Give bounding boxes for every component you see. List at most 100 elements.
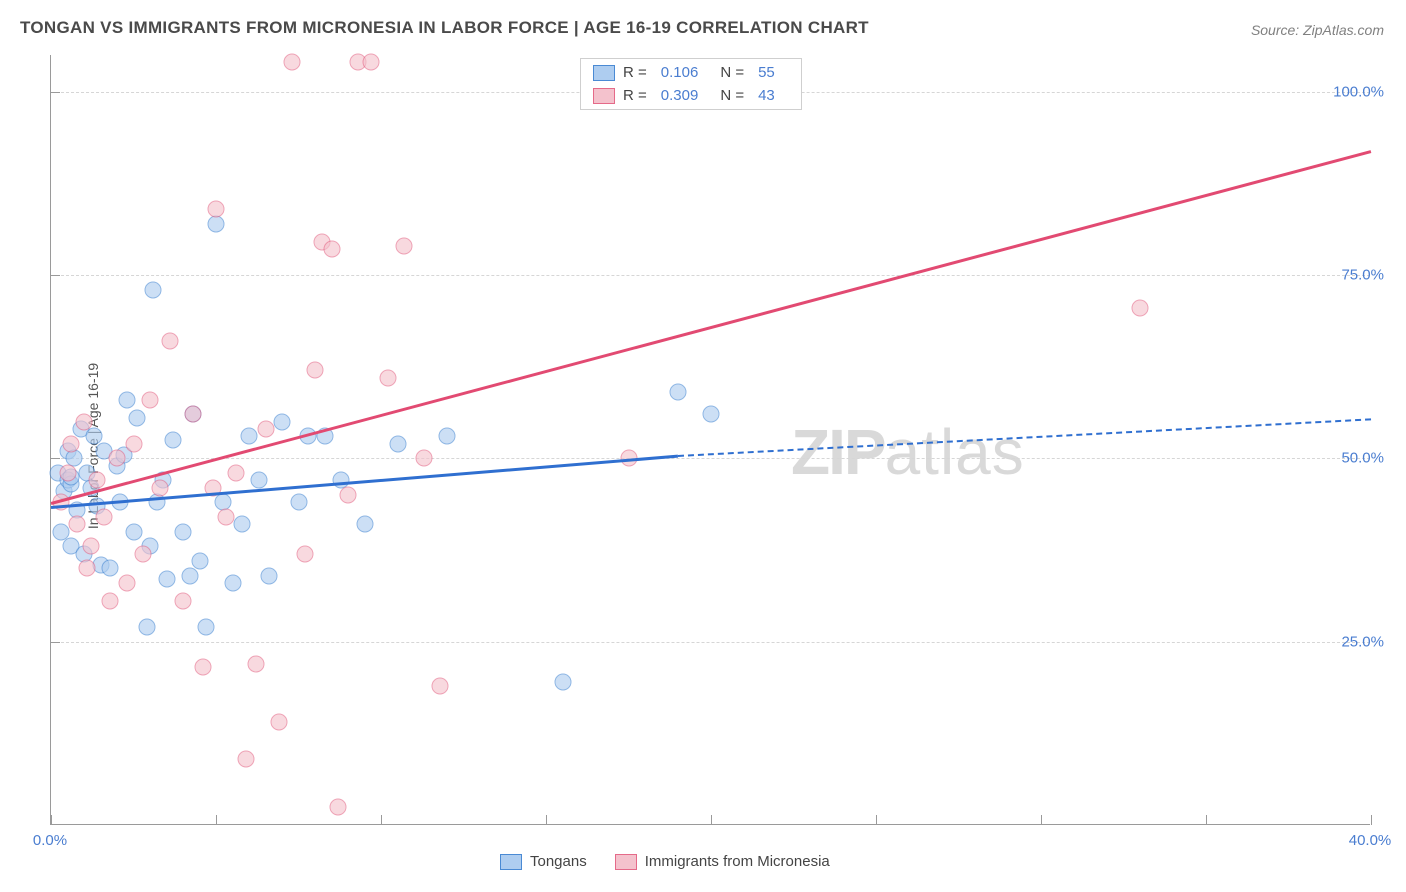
- data-point: [82, 538, 99, 555]
- data-point: [439, 428, 456, 445]
- legend-series-item: Tongans: [500, 853, 587, 870]
- data-point: [175, 593, 192, 610]
- data-point: [194, 659, 211, 676]
- legend-series-item: Immigrants from Micronesia: [615, 853, 830, 870]
- legend-swatch: [593, 88, 615, 104]
- y-tick-label: 100.0%: [1333, 83, 1384, 100]
- data-point: [330, 798, 347, 815]
- x-tick: [1206, 815, 1207, 825]
- data-point: [247, 655, 264, 672]
- data-point: [198, 619, 215, 636]
- legend-n-label: N =: [720, 64, 744, 81]
- data-point: [158, 571, 175, 588]
- legend-r-label: R =: [623, 64, 647, 81]
- data-point: [396, 237, 413, 254]
- legend-n-value: 43: [758, 87, 775, 104]
- data-point: [260, 567, 277, 584]
- legend-stats: R = 0.106 N = 55 R = 0.309 N = 43: [580, 58, 802, 110]
- data-point: [125, 523, 142, 540]
- x-tick: [1041, 815, 1042, 825]
- data-point: [118, 391, 135, 408]
- data-point: [250, 472, 267, 489]
- data-point: [165, 432, 182, 449]
- data-point: [307, 362, 324, 379]
- y-tick-label: 50.0%: [1341, 450, 1384, 467]
- gridline-h: [51, 458, 1370, 459]
- legend-r-value: 0.309: [661, 87, 699, 104]
- x-tick: [216, 815, 217, 825]
- legend-series-label: Tongans: [530, 853, 587, 870]
- data-point: [227, 465, 244, 482]
- data-point: [184, 406, 201, 423]
- data-point: [102, 593, 119, 610]
- legend-series-label: Immigrants from Micronesia: [645, 853, 830, 870]
- legend-swatch: [500, 854, 522, 870]
- data-point: [109, 450, 126, 467]
- data-point: [432, 677, 449, 694]
- data-point: [415, 450, 432, 467]
- data-point: [283, 54, 300, 71]
- data-point: [145, 281, 162, 298]
- x-tick: [546, 815, 547, 825]
- legend-n-value: 55: [758, 64, 775, 81]
- data-point: [128, 410, 145, 427]
- trend-line: [678, 418, 1371, 457]
- data-point: [290, 494, 307, 511]
- data-point: [257, 421, 274, 438]
- data-point: [237, 751, 254, 768]
- data-point: [554, 674, 571, 691]
- legend-swatch: [615, 854, 637, 870]
- data-point: [125, 435, 142, 452]
- x-tick: [51, 815, 52, 825]
- trend-line: [51, 455, 678, 509]
- legend-series: Tongans Immigrants from Micronesia: [500, 853, 830, 870]
- data-point: [241, 428, 258, 445]
- x-tick: [711, 815, 712, 825]
- data-point: [1132, 300, 1149, 317]
- data-point: [270, 714, 287, 731]
- gridline-h: [51, 642, 1370, 643]
- data-point: [224, 575, 241, 592]
- y-tick-label: 25.0%: [1341, 633, 1384, 650]
- x-tick-label: 0.0%: [33, 832, 67, 849]
- data-point: [95, 509, 112, 526]
- plot-area: ZIPatlas: [50, 55, 1370, 825]
- data-point: [151, 479, 168, 496]
- data-point: [76, 413, 93, 430]
- y-tick-label: 75.0%: [1341, 267, 1384, 284]
- data-point: [69, 516, 86, 533]
- data-point: [118, 575, 135, 592]
- legend-n-label: N =: [720, 87, 744, 104]
- legend-swatch: [593, 65, 615, 81]
- data-point: [363, 54, 380, 71]
- legend-stat-row: R = 0.106 N = 55: [581, 61, 801, 84]
- trend-line: [51, 150, 1372, 504]
- data-point: [356, 516, 373, 533]
- chart-title: TONGAN VS IMMIGRANTS FROM MICRONESIA IN …: [20, 18, 869, 38]
- x-tick-label: 40.0%: [1349, 832, 1392, 849]
- data-point: [135, 545, 152, 562]
- data-point: [208, 215, 225, 232]
- watermark: ZIPatlas: [791, 415, 1025, 489]
- legend-r-label: R =: [623, 87, 647, 104]
- source-label: Source: ZipAtlas.com: [1251, 22, 1384, 38]
- data-point: [234, 516, 251, 533]
- data-point: [79, 560, 96, 577]
- data-point: [59, 465, 76, 482]
- data-point: [217, 509, 234, 526]
- data-point: [389, 435, 406, 452]
- data-point: [670, 384, 687, 401]
- data-point: [161, 333, 178, 350]
- legend-stat-row: R = 0.309 N = 43: [581, 84, 801, 107]
- data-point: [379, 369, 396, 386]
- data-point: [274, 413, 291, 430]
- x-tick: [381, 815, 382, 825]
- data-point: [208, 201, 225, 218]
- data-point: [297, 545, 314, 562]
- x-tick: [876, 815, 877, 825]
- legend-r-value: 0.106: [661, 64, 699, 81]
- data-point: [175, 523, 192, 540]
- data-point: [138, 619, 155, 636]
- data-point: [340, 487, 357, 504]
- data-point: [62, 435, 79, 452]
